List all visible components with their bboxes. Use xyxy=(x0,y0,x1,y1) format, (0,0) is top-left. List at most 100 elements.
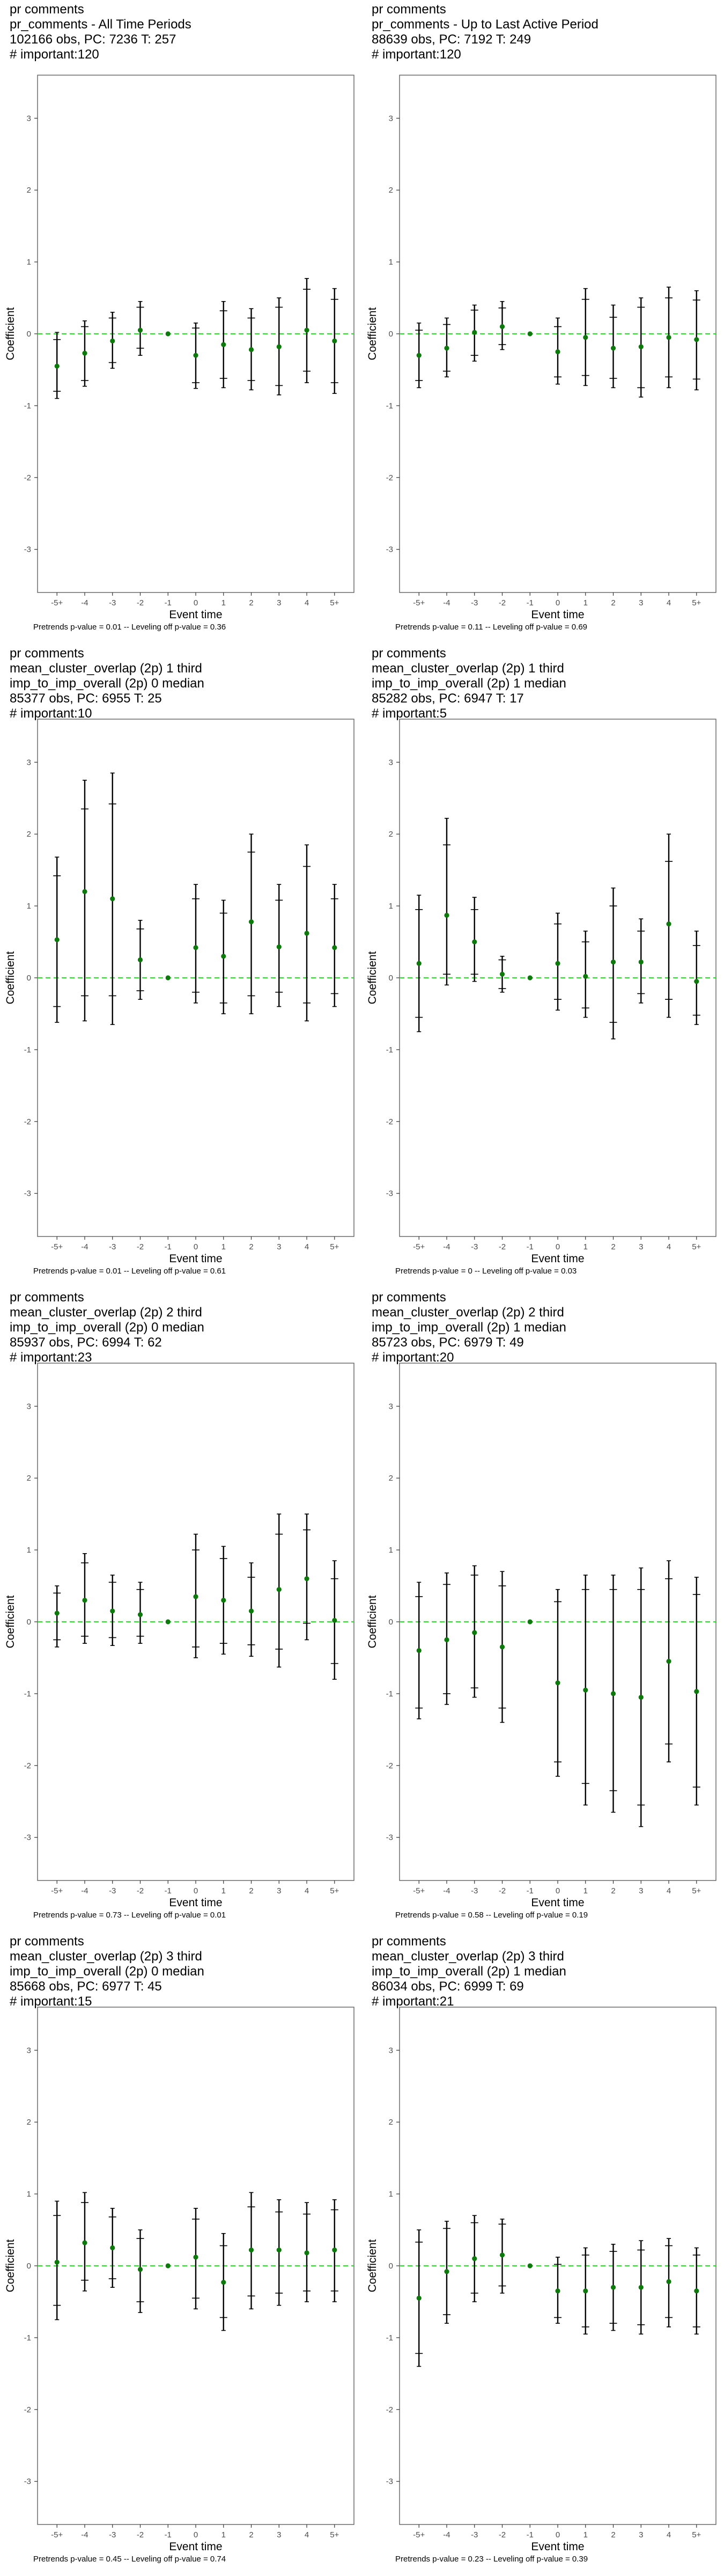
chart-title-line: mean_cluster_overlap (2p) 1 third xyxy=(10,661,202,676)
coefficient-point xyxy=(444,346,449,351)
coefficient-point xyxy=(610,1691,616,1696)
x-tick-label: -1 xyxy=(527,598,534,608)
x-tick-label: 1 xyxy=(221,598,226,608)
y-axis-title: Coefficient xyxy=(4,951,17,1004)
x-tick-label: 4 xyxy=(667,2530,671,2540)
x-tick-label: 2 xyxy=(249,598,253,608)
y-tick-label: -2 xyxy=(24,2405,31,2414)
chart-title-line: 85937 obs, PC: 6994 T: 62 xyxy=(10,1335,162,1350)
y-axis-title: Coefficient xyxy=(366,307,379,360)
x-tick-label: -4 xyxy=(443,1886,450,1896)
y-tick-label: 0 xyxy=(389,1618,393,1627)
y-tick-label: -2 xyxy=(24,1761,31,1770)
x-tick-label: -4 xyxy=(443,598,450,608)
x-tick-label: -2 xyxy=(499,1242,506,1252)
coefficient-point xyxy=(137,2267,143,2272)
pvalue-note: Pretrends p-value = 0.45 -- Leveling off… xyxy=(33,2555,226,2564)
x-tick-label: -5+ xyxy=(413,2530,425,2540)
coefficient-point xyxy=(694,337,699,342)
chart-title-line: pr comments xyxy=(372,646,446,661)
x-tick-label: -5+ xyxy=(51,1886,63,1896)
x-axis-title: Event time xyxy=(531,2541,584,2553)
chart-title-block: pr comments mean_cluster_overlap (2p) 2 t… xyxy=(10,1290,204,1365)
y-tick-label: -2 xyxy=(386,1761,393,1770)
y-tick-label: 0 xyxy=(27,330,31,339)
x-tick-label: -2 xyxy=(137,1886,144,1896)
coefficient-point xyxy=(416,2295,422,2301)
y-tick-label: -3 xyxy=(24,2477,31,2486)
chart-title-block: pr comments mean_cluster_overlap (2p) 3 t… xyxy=(372,1934,566,2009)
x-tick-label: 0 xyxy=(194,598,198,608)
coefficient-point xyxy=(54,937,60,942)
coefficient-point xyxy=(165,2263,171,2268)
coefficient-point xyxy=(610,346,616,351)
y-tick-label: 3 xyxy=(27,114,31,123)
coefficient-point xyxy=(54,2259,60,2265)
y-tick-label: 1 xyxy=(27,1546,31,1555)
y-tick-label: 1 xyxy=(27,902,31,911)
x-tick-label: -3 xyxy=(109,2530,116,2540)
x-tick-label: 2 xyxy=(249,2530,253,2540)
coefficient-point xyxy=(444,912,449,918)
coefficient-point xyxy=(304,327,309,333)
coefficient-point xyxy=(332,338,337,343)
y-tick-label: 3 xyxy=(27,758,31,767)
y-tick-label: 3 xyxy=(389,1402,393,1411)
coefficient-point xyxy=(499,1644,505,1650)
x-tick-label: 5+ xyxy=(692,1886,701,1896)
coefficient-point xyxy=(499,324,505,330)
pvalue-note: Pretrends p-value = 0.73 -- Leveling off… xyxy=(33,1911,226,1920)
x-tick-label: 1 xyxy=(221,1242,226,1252)
x-tick-label: 5+ xyxy=(692,1242,701,1252)
y-tick-label: 2 xyxy=(27,1474,31,1483)
coefficient-point xyxy=(527,1619,533,1624)
coefficient-point xyxy=(527,975,533,980)
y-tick-label: 1 xyxy=(389,902,393,911)
x-tick-label: 5+ xyxy=(330,1886,339,1896)
coefficient-point xyxy=(638,959,644,965)
coefficient-point xyxy=(54,363,60,369)
x-tick-label: 3 xyxy=(277,1242,281,1252)
x-tick-label: -4 xyxy=(81,1886,88,1896)
y-tick-label: 2 xyxy=(27,2118,31,2127)
chart-title-line: 85668 obs, PC: 6977 T: 45 xyxy=(10,1979,162,1994)
x-tick-label: -3 xyxy=(471,1242,478,1252)
x-tick-label: 0 xyxy=(556,598,560,608)
coefficient-point xyxy=(444,1637,449,1643)
x-axis-title: Event time xyxy=(531,609,584,621)
y-tick-label: 0 xyxy=(27,1618,31,1627)
y-tick-label: 0 xyxy=(389,2262,393,2271)
chart-panel: pr comments mean_cluster_overlap (2p) 1 t… xyxy=(362,644,724,1288)
chart-panel: pr comments pr_comments - All Time Period… xyxy=(0,0,362,644)
x-tick-label: 4 xyxy=(667,1886,671,1896)
coefficient-point xyxy=(666,2279,671,2285)
y-tick-label: -2 xyxy=(386,2405,393,2414)
y-tick-label: -1 xyxy=(24,1045,31,1055)
coefficient-point xyxy=(416,1648,422,1653)
chart-title-line: mean_cluster_overlap (2p) 2 third xyxy=(372,1305,564,1320)
coefficient-point xyxy=(54,1611,60,1616)
coefficient-point xyxy=(110,2245,115,2251)
chart-title-line: # important:15 xyxy=(10,1994,92,2009)
coefficient-point xyxy=(694,1689,699,1694)
coefficient-point xyxy=(527,2263,533,2268)
x-axis-title: Event time xyxy=(169,1253,222,1265)
coefficient-point xyxy=(472,2256,477,2262)
x-tick-label: 3 xyxy=(639,1886,643,1896)
coefficient-point xyxy=(110,338,115,343)
chart-title-line: pr_comments - All Time Periods xyxy=(10,17,191,32)
chart-title-block: pr comments pr_comments - Up to Last Acti… xyxy=(372,2,599,62)
y-tick-label: 3 xyxy=(27,2046,31,2055)
chart-title-block: pr comments mean_cluster_overlap (2p) 1 t… xyxy=(10,646,204,721)
chart-svg: 3 2 1 0 -1 -2 -3 Coefficient -5+ -4 -3 -2 -1 0 1 2 3 4 5+ E… xyxy=(4,75,354,621)
chart-panel: pr comments mean_cluster_overlap (2p) 3 t… xyxy=(362,1932,724,2576)
pvalue-note: Pretrends p-value = 0.01 -- Leveling off… xyxy=(33,623,226,632)
x-tick-label: 2 xyxy=(249,1242,253,1252)
coefficient-point xyxy=(221,954,226,959)
x-tick-label: 5+ xyxy=(692,2530,701,2540)
pvalue-note: Pretrends p-value = 0.11 -- Leveling off… xyxy=(395,623,588,632)
coefficient-point xyxy=(610,959,616,965)
x-axis-title: Event time xyxy=(169,609,222,621)
coefficient-point xyxy=(276,2247,282,2253)
